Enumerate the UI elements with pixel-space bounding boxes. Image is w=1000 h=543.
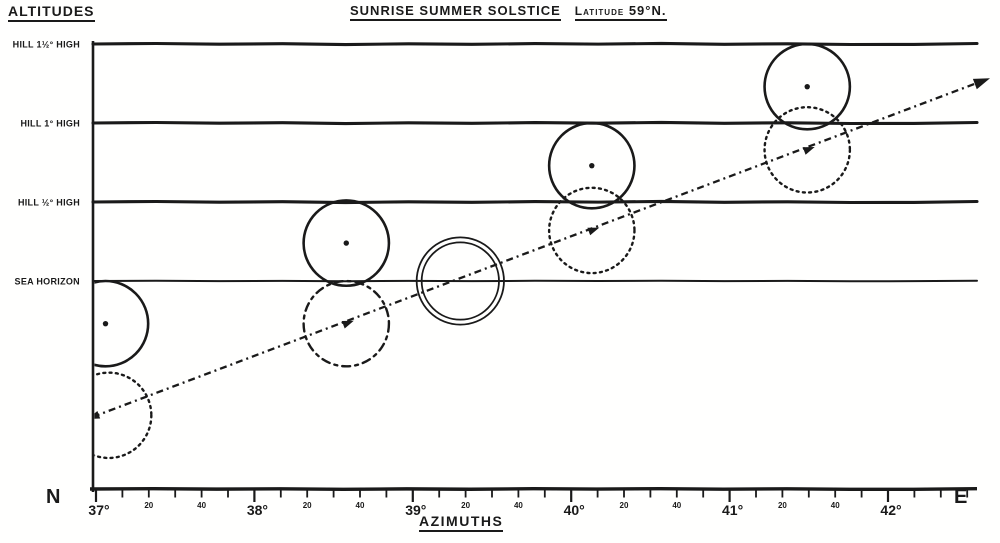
sun-center-dot (804, 83, 810, 90)
horizon-line-label-0: HILL 1½° HIGH (13, 40, 80, 50)
x-minor-tick-label: 40 (672, 501, 681, 510)
sun-disc-solid (302, 199, 391, 288)
sun-center-dot (589, 162, 595, 169)
sun-disc-dotted (94, 371, 153, 460)
x-axis-line (89, 486, 978, 492)
sun-disc-dashed (302, 279, 391, 368)
compass-east-label: E (954, 486, 968, 508)
horizon-line-label-2: HILL ½° HIGH (18, 198, 80, 208)
sun-disc-solid (763, 42, 852, 131)
horizon-line-label-3: SEA HORIZON (15, 277, 80, 287)
x-minor-tick-label: 20 (778, 501, 787, 510)
x-major-tick-label: 40° (564, 502, 585, 518)
sun-path-start-arrow (94, 411, 101, 419)
title-latitude-value: 59°N. (628, 3, 667, 18)
sun-path-line (94, 80, 981, 418)
sun-path-end-arrow (972, 78, 990, 90)
plot-content (94, 42, 990, 460)
sun-disc-outer (415, 236, 505, 326)
sun-center-dot (102, 320, 109, 327)
azimuths-heading-text: AZIMUTHS (419, 513, 504, 532)
title-main-text: SUNRISE SUMMER SOLSTICE (350, 3, 561, 21)
sun-center-arrow (802, 147, 815, 155)
x-minor-tick-label: 20 (620, 501, 629, 510)
altitudes-heading: ALTITUDES (8, 3, 95, 22)
x-minor-tick-label: 40 (831, 501, 840, 510)
x-minor-tick-label: 40 (197, 501, 206, 510)
sun-disc-inner (420, 241, 500, 321)
horizon-line-1 (91, 120, 979, 126)
sun-disc-solid (94, 279, 150, 368)
horizon-line-2 (91, 199, 979, 205)
sun-disc-solid (547, 121, 636, 210)
x-minor-tick-label: 40 (514, 501, 523, 510)
x-major-tick-label: 42° (880, 502, 901, 518)
sun-center-dot (343, 240, 349, 246)
sun-center-arrow (587, 227, 600, 236)
sun-center-arrow (341, 320, 354, 329)
altitudes-heading-text: ALTITUDES (8, 3, 95, 22)
horizon-line-label-1: HILL 1° HIGH (20, 119, 80, 129)
horizon-line-0 (91, 41, 979, 47)
x-major-tick-label: 39° (405, 502, 426, 518)
sun-disc-dotted (547, 186, 636, 275)
x-major-tick-label: 37° (88, 502, 109, 518)
compass-north-label: N (46, 486, 61, 508)
figure-title: SUNRISE SUMMER SOLSTICE Latitude 59°N. (350, 3, 667, 21)
title-latitude-word: Latitude (574, 4, 625, 18)
x-major-tick-label: 38° (247, 502, 268, 518)
x-major-tick-label: 41° (722, 502, 743, 518)
x-minor-tick-label: 20 (461, 501, 470, 510)
x-minor-tick-label: 40 (356, 501, 365, 510)
sun-disc-dotted (763, 105, 852, 194)
title-latitude: Latitude 59°N. (574, 3, 667, 21)
x-minor-tick-label: 20 (144, 501, 153, 510)
azimuths-heading: AZIMUTHS (419, 513, 504, 532)
x-minor-tick-label: 20 (303, 501, 312, 510)
